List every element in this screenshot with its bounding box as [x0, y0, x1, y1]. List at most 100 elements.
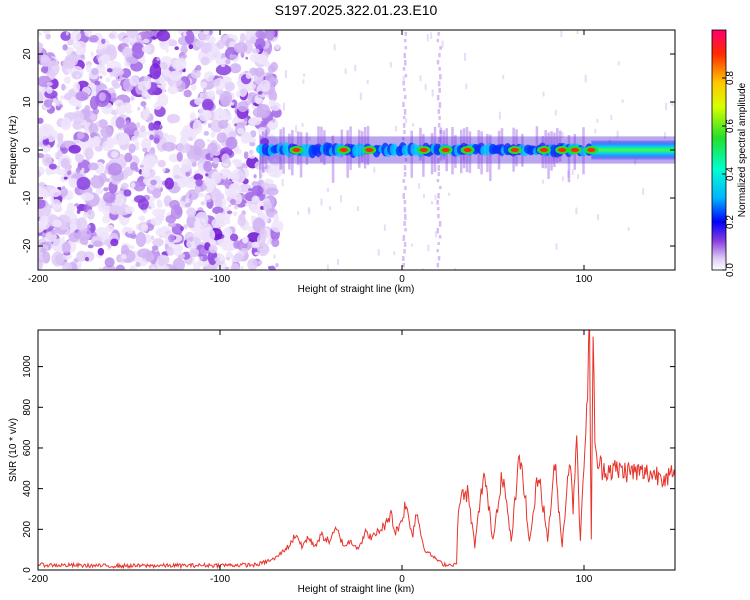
noise-blob: [102, 140, 112, 152]
noise-speck: [405, 118, 408, 123]
noise-blob: [202, 88, 207, 93]
noise-blob: [86, 230, 91, 235]
noise-speck: [427, 244, 430, 252]
noise-blob: [225, 59, 231, 65]
noise-blob: [81, 167, 85, 172]
vertical-streak: [437, 256, 441, 261]
noise-blob: [42, 30, 51, 35]
noise-blob: [224, 266, 230, 270]
noise-speck: [389, 62, 392, 68]
noise-blob: [106, 68, 113, 73]
noise-speck: [561, 132, 564, 138]
noise-blob: [120, 182, 129, 190]
noise-blob: [221, 173, 227, 180]
vertical-streak: [402, 67, 406, 71]
noise-blob: [87, 139, 94, 148]
signal-spike: [535, 126, 539, 155]
colorbar-tick-label: 0.2: [725, 215, 736, 229]
colorbar: 0.0 0.2 0.4 0.6 0.8 Normalized spectral ampl…: [711, 29, 748, 277]
vertical-streak: [436, 228, 440, 234]
signal-spike: [419, 127, 422, 161]
vertical-streak: [403, 88, 406, 92]
noise-blob: [249, 35, 257, 45]
noise-blob: [86, 209, 95, 220]
noise-speck: [284, 70, 287, 79]
vertical-streak: [403, 200, 407, 205]
noise-blob: [40, 143, 51, 153]
vertical-streak: [402, 235, 406, 241]
noise-blob: [92, 240, 103, 248]
y-tick-label: -10: [22, 190, 33, 205]
noise-blob: [123, 166, 134, 177]
noise-blob: [126, 30, 139, 39]
noise-blob: [229, 198, 237, 206]
y-tick-label: 20: [22, 48, 33, 60]
noise-blob: [254, 161, 264, 170]
y-tick-label: 400: [22, 480, 33, 497]
vertical-streak: [437, 32, 440, 36]
noise-blob: [167, 85, 179, 95]
noise-blob: [275, 262, 279, 268]
noise-blob: [176, 151, 183, 162]
noise-blob: [68, 144, 81, 154]
noise-blob: [222, 227, 233, 238]
noise-blob: [185, 192, 190, 198]
colorbar-label: Normalized spectral amplitude: [737, 82, 748, 217]
noise-blob: [61, 83, 66, 91]
peak-core: [441, 148, 450, 152]
noise-blob: [256, 233, 266, 248]
noise-blob: [200, 201, 205, 206]
noise-blob: [75, 217, 88, 231]
noise-blob: [45, 35, 50, 40]
noise-blob: [216, 213, 222, 219]
noise-blob: [216, 132, 227, 143]
vertical-streak: [437, 158, 440, 164]
noise-blob: [65, 31, 69, 36]
noise-blob: [230, 102, 235, 106]
noise-blob: [131, 42, 145, 60]
noise-blob: [230, 262, 240, 270]
noise-blob: [248, 116, 262, 126]
noise-blob: [272, 158, 278, 163]
vertical-streak: [403, 165, 407, 171]
noise-blob: [94, 80, 101, 86]
noise-blob: [247, 258, 258, 270]
noise-blob: [68, 178, 79, 189]
noise-speck: [281, 179, 284, 187]
noise-blob: [46, 82, 53, 86]
noise-blob: [173, 244, 182, 257]
noise-blob: [40, 54, 49, 63]
noise-blob: [274, 44, 280, 50]
noise-blob: [86, 224, 91, 229]
vertical-streak: [436, 60, 440, 65]
noise-blob: [58, 104, 63, 108]
spectrogram-ylabel: Frequency (Hz): [8, 116, 19, 185]
vertical-streak: [402, 81, 405, 86]
vertical-streak: [438, 221, 442, 227]
noise-blob: [89, 95, 99, 110]
noise-blob: [84, 104, 91, 114]
noise-blob: [200, 56, 210, 66]
noise-speck: [301, 122, 304, 127]
noise-blob: [180, 135, 188, 145]
noise-blob: [208, 244, 218, 254]
noise-blob: [155, 227, 167, 237]
noise-blob: [183, 89, 192, 98]
noise-blob: [38, 188, 49, 200]
noise-blob: [88, 122, 99, 135]
signal-spike: [422, 134, 425, 177]
y-tick-label: 200: [22, 521, 33, 538]
noise-blob: [188, 136, 193, 141]
noise-speck: [366, 79, 369, 85]
noise-blob: [38, 171, 42, 178]
noise-speck: [330, 136, 333, 141]
peak-core: [365, 148, 374, 152]
vertical-streak: [436, 39, 440, 43]
noise-blob: [117, 102, 122, 107]
vertical-streak: [437, 214, 440, 219]
noise-speck: [422, 268, 425, 270]
